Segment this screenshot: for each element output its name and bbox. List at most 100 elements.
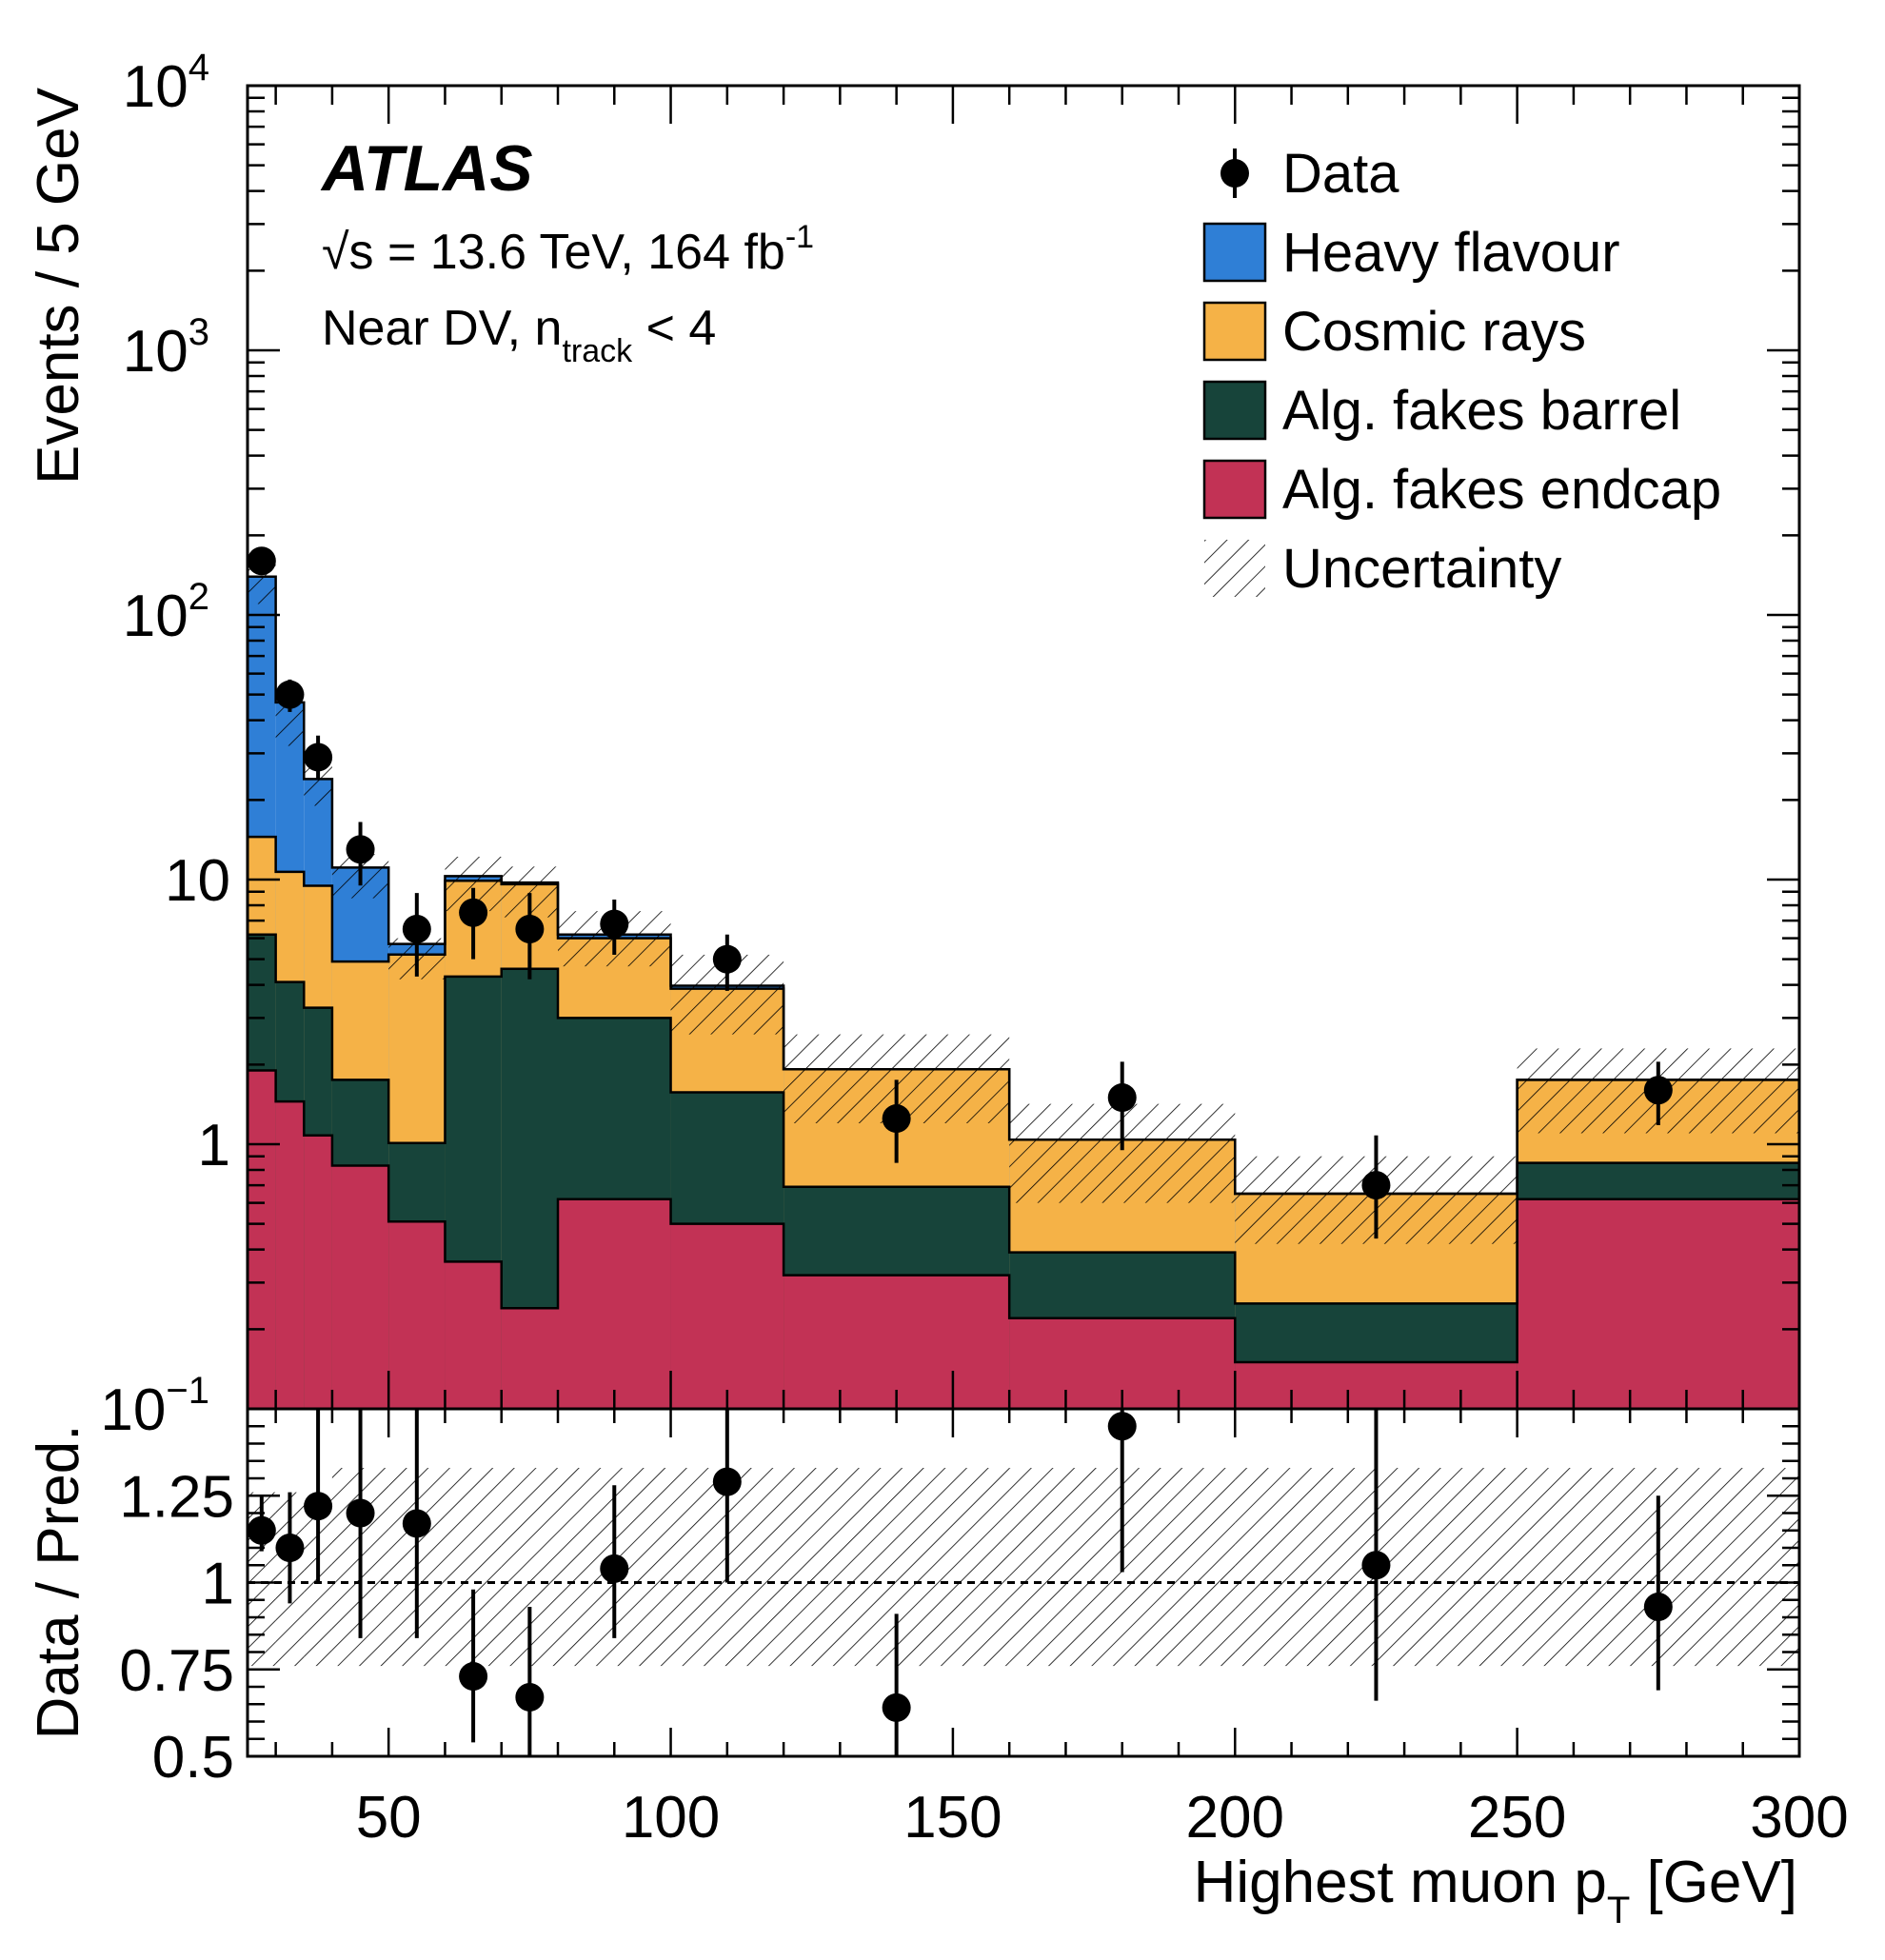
data-point-10 xyxy=(1107,1083,1137,1113)
y-axis-title-main: Events / 5 GeV xyxy=(26,87,91,485)
legend-label: Uncertainty xyxy=(1282,538,1561,600)
region-label: Near DV, ntrack < 4 xyxy=(322,301,716,369)
data-point-2 xyxy=(304,742,333,772)
data-point-7 xyxy=(600,909,629,939)
legend-label: Heavy flavour xyxy=(1282,222,1620,284)
bar-alg-fakes-endcap-bin-12 xyxy=(1517,1198,1799,1409)
main-y-tick-label-2: 102 xyxy=(123,576,209,649)
bar-alg-fakes-endcap-bin-3 xyxy=(331,1165,389,1409)
x-axis-title: Highest muon pT [GeV] xyxy=(1194,1850,1797,1931)
x-axis-title-unit: [GeV] xyxy=(1630,1850,1797,1915)
main-y-tick-label-base: 1 xyxy=(198,1113,230,1178)
legend-swatch xyxy=(1202,380,1267,441)
legend-swatch xyxy=(1202,459,1267,520)
x-tick-label-50: 50 xyxy=(356,1785,422,1851)
ratio-point-5 xyxy=(459,1662,488,1692)
x-axis-title-main: Highest muon p xyxy=(1194,1850,1607,1915)
ratio-point-1 xyxy=(275,1534,305,1562)
legend-label: Alg. fakes endcap xyxy=(1282,459,1721,521)
x-tick-label-150: 150 xyxy=(903,1785,1002,1851)
main-y-tick-label-4: 1 xyxy=(198,1113,230,1178)
ratio-point-2 xyxy=(304,1492,333,1521)
energy-label-sup: -1 xyxy=(785,219,814,255)
uncertainty-band-ratio xyxy=(248,1468,1799,1667)
bar-alg-fakes-endcap-bin-0 xyxy=(248,1070,276,1409)
main-y-tick-label-3: 10 xyxy=(165,848,230,914)
ratio-panel: 1.25 1 0.75 0.5 50 100 150 200 250 300 xyxy=(119,1407,1849,1851)
legend-entry-heavy-flavour: Heavy flavour xyxy=(1202,222,1620,284)
data-point-1 xyxy=(275,680,305,709)
bar-alg-fakes-endcap-bin-2 xyxy=(304,1135,332,1409)
main-y-tick-label-base: 10 xyxy=(123,584,188,649)
legend-label: Data xyxy=(1282,143,1399,205)
ratio-point-9 xyxy=(882,1693,911,1722)
data-point-4 xyxy=(402,915,431,944)
region-label-suffix: < 4 xyxy=(632,301,716,356)
legend-entry-alg-fakes-barrel: Alg. fakes barrel xyxy=(1202,380,1681,442)
legend: Data Heavy flavour Cosmic rays Alg. fakes b… xyxy=(1202,143,1721,600)
ratio-point-4 xyxy=(402,1509,431,1538)
x-tick-label-200: 200 xyxy=(1186,1785,1284,1851)
main-y-ticks xyxy=(248,84,1799,1411)
ratio-y-tick-label-2: 0.75 xyxy=(119,1638,234,1704)
legend-hatch-swatch xyxy=(1204,540,1265,597)
data-point-11 xyxy=(1361,1171,1391,1200)
legend-entry-alg-fakes-endcap: Alg. fakes endcap xyxy=(1202,459,1721,521)
legend-data-marker xyxy=(1220,159,1249,188)
main-x-ticks xyxy=(274,86,1801,1409)
ratio-point-7 xyxy=(600,1554,629,1583)
ratio-y-tick-label-0: 1.25 xyxy=(119,1464,234,1530)
legend-swatch xyxy=(1202,222,1267,283)
ratio-y-tick-labels: 1.25 1 0.75 0.5 xyxy=(119,1464,234,1791)
x-tick-label-100: 100 xyxy=(622,1785,720,1851)
legend-entry-uncertainty: Uncertainty xyxy=(1204,538,1561,600)
region-label-sub: track xyxy=(562,333,633,369)
bar-alg-fakes-endcap-bin-4 xyxy=(388,1221,446,1409)
bar-alg-fakes-endcap-bin-8 xyxy=(670,1223,784,1409)
stacked-backgrounds xyxy=(248,575,1799,1409)
ratio-point-11 xyxy=(1361,1551,1391,1580)
region-label-main: Near DV, n xyxy=(322,301,562,356)
data-point-9 xyxy=(882,1104,911,1134)
ratio-y-tick-label-1: 1 xyxy=(202,1552,234,1617)
ratio-point-8 xyxy=(712,1467,742,1496)
main-y-tick-label-0: 104 xyxy=(123,47,209,120)
ratio-point-6 xyxy=(515,1682,545,1712)
main-y-tick-label-base: 10 xyxy=(123,319,188,385)
energy-label-main: √s = 13.6 TeV, 164 fb xyxy=(322,225,785,280)
main-y-tick-label-base: 10 xyxy=(100,1377,166,1443)
main-y-tick-label-exp: −1 xyxy=(166,1370,209,1412)
legend-label: Cosmic rays xyxy=(1282,301,1586,363)
main-y-tick-label-1: 103 xyxy=(123,311,209,385)
main-y-tick-label-5: 10−1 xyxy=(100,1370,209,1443)
ratio-point-3 xyxy=(346,1498,375,1528)
bar-alg-fakes-endcap-bin-6 xyxy=(501,1308,558,1409)
data-point-3 xyxy=(346,835,375,864)
experiment-label: ATLAS xyxy=(320,132,533,205)
bar-alg-fakes-endcap-bin-5 xyxy=(445,1261,502,1409)
data-point-5 xyxy=(459,898,488,927)
data-point-0 xyxy=(248,546,276,576)
ratio-y-ticks xyxy=(248,1407,1799,1758)
ratio-x-ticks xyxy=(274,1409,1801,1756)
data-point-6 xyxy=(515,915,545,944)
energy-label: √s = 13.6 TeV, 164 fb-1 xyxy=(322,219,814,280)
legend-swatch xyxy=(1202,301,1267,362)
ratio-point-10 xyxy=(1107,1412,1137,1441)
legend-entry-data: Data xyxy=(1220,143,1399,205)
bar-alg-fakes-endcap-bin-7 xyxy=(558,1198,671,1409)
data-point-12 xyxy=(1643,1076,1673,1105)
x-tick-label-300: 300 xyxy=(1750,1785,1848,1851)
y-axis-title-ratio: Data / Pred. xyxy=(26,1425,91,1740)
main-y-tick-label-exp: 3 xyxy=(188,311,209,353)
bar-alg-fakes-endcap-bin-1 xyxy=(275,1101,305,1409)
x-tick-label-250: 250 xyxy=(1468,1785,1566,1851)
main-y-tick-label-base: 10 xyxy=(165,848,230,914)
legend-label: Alg. fakes barrel xyxy=(1282,380,1681,442)
bar-alg-fakes-endcap-bin-11 xyxy=(1235,1362,1518,1409)
main-y-tick-label-exp: 2 xyxy=(188,576,209,618)
main-y-tick-label-exp: 4 xyxy=(188,47,209,89)
